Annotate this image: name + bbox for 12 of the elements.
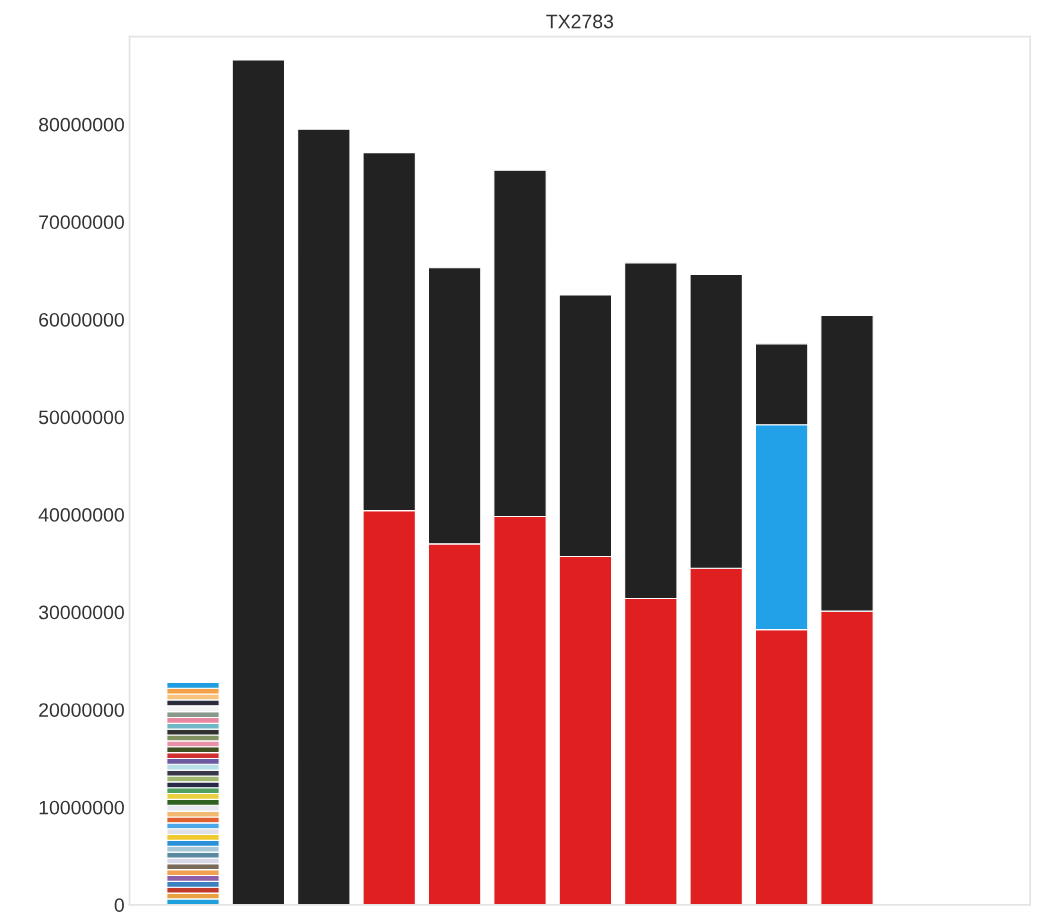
bar xyxy=(297,128,351,905)
y-tick-label: 20000000 xyxy=(39,703,124,717)
y-tick-label: 30000000 xyxy=(38,605,124,620)
y-tick-label: 0 xyxy=(114,898,124,913)
y-tick-label: 10000000 xyxy=(39,800,124,815)
y-tick-label: 60000000 xyxy=(39,312,124,327)
y-tick-label: 40000000 xyxy=(38,508,124,522)
y-tick-label: 70000000 xyxy=(39,215,124,230)
bar xyxy=(231,59,286,905)
y-tick-label: 50000000 xyxy=(38,410,124,425)
chart-title: TX2783 xyxy=(546,14,614,29)
y-tick-label: 80000000 xyxy=(39,117,124,132)
